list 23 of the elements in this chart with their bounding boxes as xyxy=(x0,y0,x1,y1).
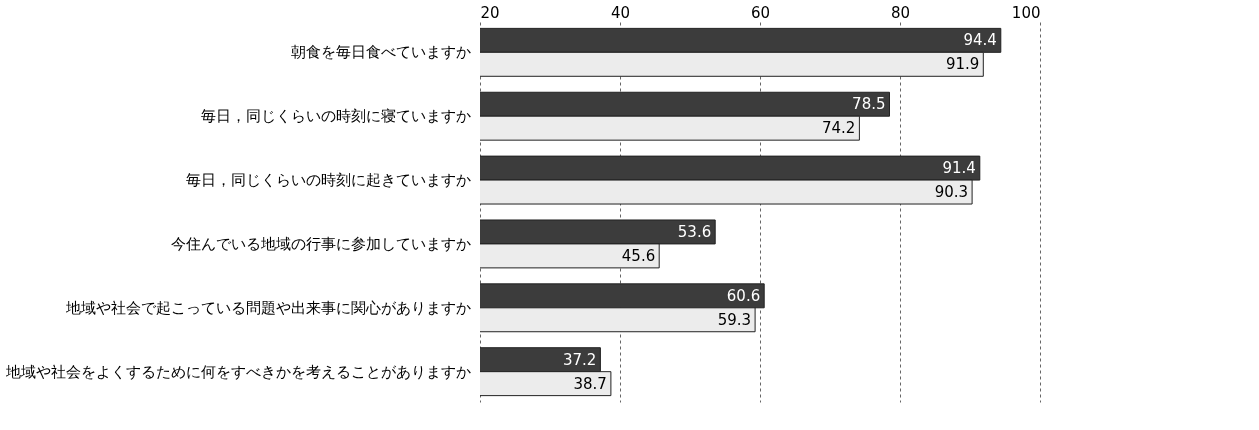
y-tick-label: 毎日，同じくらいの時刻に寝ていますか xyxy=(200,107,471,126)
x-tick-label: 100 xyxy=(1011,3,1041,22)
y-tick-label: 毎日，同じくらいの時刻に起きていますか xyxy=(185,171,471,190)
data-label: 38.7 xyxy=(573,374,607,393)
y-tick-label: 地域や社会で起こっている問題や出来事に関心がありますか xyxy=(64,298,471,317)
data-label: 45.6 xyxy=(621,246,656,265)
y-tick-label: 朝食を毎日食べていますか xyxy=(290,43,471,62)
data-label: 74.2 xyxy=(821,119,856,138)
x-tick-label: 40 xyxy=(610,3,631,22)
data-label: 37.2 xyxy=(562,350,597,369)
y-tick-label: 今住んでいる地域の行事に参加していますか xyxy=(170,234,471,253)
data-label: 91.9 xyxy=(945,55,980,74)
data-label: 78.5 xyxy=(852,95,886,114)
data-label: 94.4 xyxy=(963,31,997,50)
y-tick-label: 地域や社会をよくするために何をすべきかを考えることがありますか xyxy=(4,362,471,381)
data-label: 60.6 xyxy=(726,286,761,305)
data-label: 59.3 xyxy=(717,310,752,329)
data-label: 90.3 xyxy=(934,183,969,202)
x-tick-label: 80 xyxy=(890,3,911,22)
data-label: 91.4 xyxy=(942,159,976,178)
x-tick-label: 60 xyxy=(750,3,771,22)
data-label: 53.6 xyxy=(677,222,712,241)
x-tick-label: 20 xyxy=(480,3,500,22)
